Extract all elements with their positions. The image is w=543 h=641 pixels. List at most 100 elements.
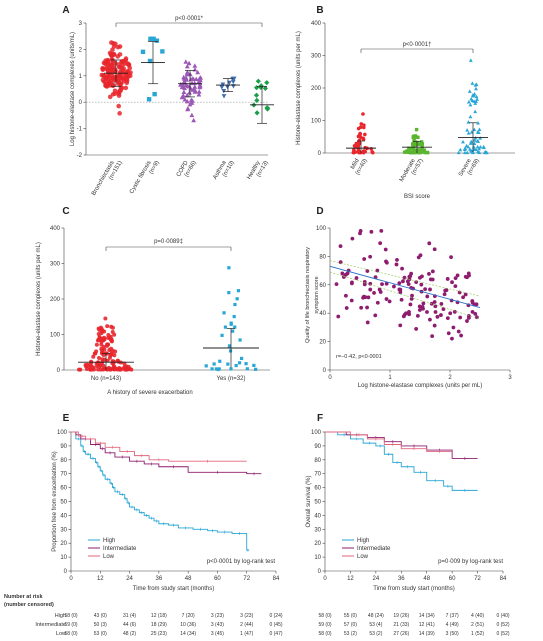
panel-d-point [341,275,346,279]
panel-d-point [433,304,438,309]
panel-b-point [475,144,480,149]
panel-d-point [366,295,371,300]
panel-d-point [448,311,453,316]
panel-f-y-tick-label: 60 [314,486,321,492]
panel-a-point [147,58,153,64]
panel-b-point [469,140,474,144]
panel-d-y-tick-label: 0 [323,368,327,374]
panel-a-point [219,85,225,90]
panel-a-point [225,84,230,90]
panel-a-point [111,41,116,46]
panel-f-risk-cell: 48 (24) [368,613,384,619]
panel-d-y-label: Quality of life bronchiectasis respirato… [305,247,311,343]
panel-d-point [459,333,464,338]
panel-d-point [384,260,389,265]
risk-table-title: Number at risk [4,594,43,600]
panel-d-y-tick-label: 80 [319,254,326,260]
panel-f-y-tick-label: 40 [314,513,321,519]
panel-b-point [423,150,427,155]
panel-a-point [121,58,127,64]
panel-d-point [349,298,354,303]
panel-f-y-tick-label: 20 [314,541,321,547]
panel-f-risk-cell: 53 (2) [369,631,382,637]
panel-c-point [99,346,104,351]
panel-c-point [212,362,216,366]
panel-e-x-label: Time from study start (months) [133,586,214,592]
panel-a-point [101,72,106,78]
panel-d-point [445,316,450,321]
panel-e-y-tick-label: 50 [60,500,67,506]
panel-f-x-tick-label: 24 [373,576,380,582]
panel-d-point [415,313,420,318]
panel-a-point [115,54,121,59]
panel-a-point [195,69,201,75]
panel-a-point [221,94,227,99]
panel-label-c: C [62,206,69,217]
panel-d-point [430,277,435,282]
risk-table-row-label: High [55,613,66,619]
panel-b-point [472,141,477,145]
panel-a-point [117,44,123,49]
panel-b-point [402,150,407,154]
panel-b-point [466,99,471,104]
panel-d-point [418,275,422,280]
panel-d-point [414,327,419,331]
panel-b-x-label: BSI score [404,194,431,200]
panel-c-point [109,324,114,329]
panel-d-point [409,297,414,301]
panel-f-y-tick-label: 90 [314,444,321,450]
panel-d-point [428,317,432,322]
panel-e-y-tick-label: 100 [57,430,68,436]
panel-a-point [123,85,129,91]
panel-b-point [473,109,478,114]
panel-e-x-tick-label: 12 [97,576,104,582]
panel-a-point [193,88,199,94]
panel-d-point [375,300,380,305]
panel-c-point [92,351,97,356]
panel-a-point [103,81,108,86]
panel-c-point [77,367,82,372]
panel-d-point [467,315,471,320]
panel-a-point [231,76,237,82]
panel-d-point [453,276,458,281]
panel-d-point [407,309,411,314]
panel-b-point [411,148,416,153]
panel-e-risk-cell: 0 (24) [269,613,282,619]
panel-b-point [472,127,477,132]
panel-d-point [456,329,461,334]
panel-a-point [103,66,109,71]
panel-b-point [410,142,415,146]
panel-a-point [196,89,202,94]
panel-label-e: E [63,413,70,424]
panel-c-point [107,336,112,341]
panel-c-point [84,367,89,372]
panel-e-y-tick-label: 0 [64,569,68,575]
panel-a-y-tick-label: 1 [79,74,83,80]
panel-f-y-tick-label: 0 [318,569,322,575]
panel-f-y-tick-label: 70 [314,472,321,478]
panel-e-risk-cell: 31 (4) [123,613,136,619]
panel-d-point [430,269,435,274]
panel-f-x-tick-label: 72 [474,576,481,582]
panel-label-f: F [317,413,323,424]
panel-c-point [227,291,231,295]
panel-b-point [471,94,476,98]
panel-b-y-label: Histone-elastase complexes (units per mL… [296,31,302,145]
panel-e-y-tick-label: 20 [60,541,67,547]
panel-a-point [120,76,125,81]
panel-a-point [253,85,260,91]
panel-c-point [214,367,219,371]
panel-b-point [474,86,478,91]
panel-d-x-tick-label: 2 [448,375,452,381]
panel-d-point [379,228,384,233]
panel-a-point [264,80,270,86]
panel-b-y-tick-label: 0 [318,151,322,157]
panel-e-curve-intermediate [71,431,262,475]
panel-b-point [474,99,478,103]
panel-b-point [411,146,416,151]
panel-f-risk-cell: 4 (49) [446,622,459,628]
panel-d-point [439,313,443,317]
panel-b-point [419,140,424,144]
panel-b-point [474,94,479,99]
